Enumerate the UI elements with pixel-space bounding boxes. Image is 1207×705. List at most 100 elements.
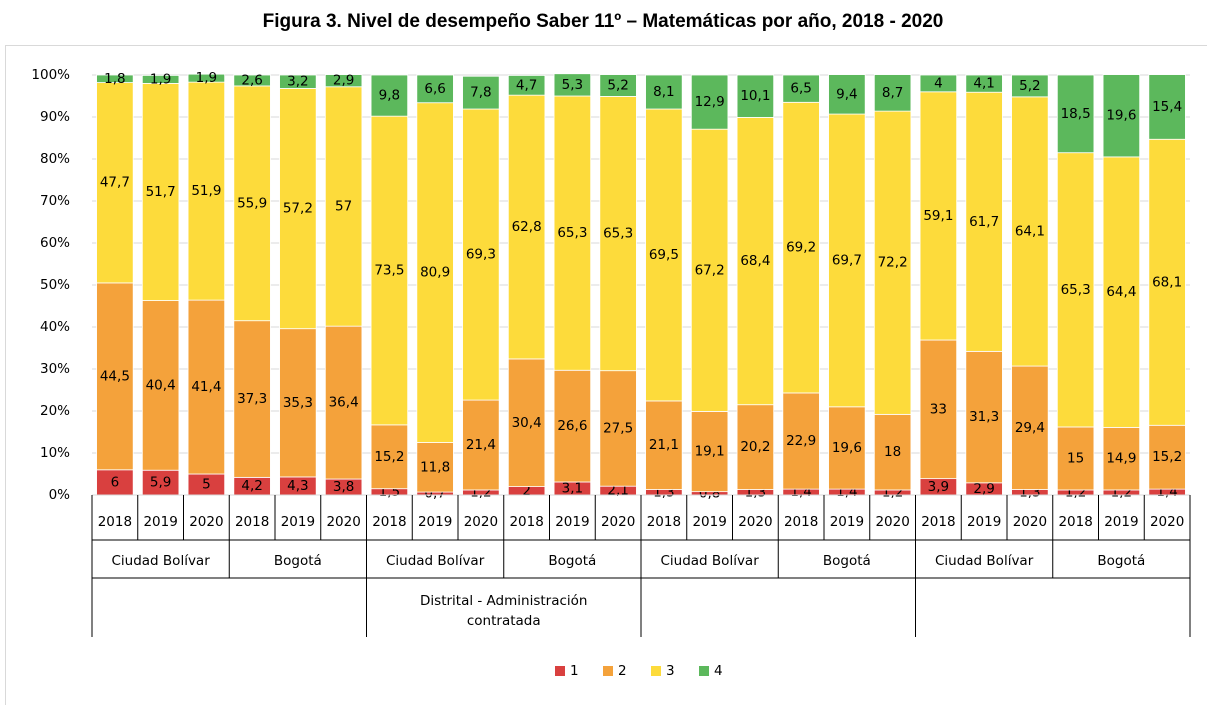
legend-swatch: [699, 666, 709, 676]
data-label: 51,9: [191, 183, 221, 199]
group-label: Distrital - Administración contratada: [420, 593, 587, 629]
x-tick-label: 2020: [1150, 514, 1184, 530]
bar-segment: [279, 74, 317, 89]
data-label: 65,3: [603, 226, 633, 242]
y-tick-label: 30%: [40, 361, 70, 377]
data-label: 4: [934, 75, 943, 91]
data-label: 57: [335, 198, 352, 214]
bar-segment: [1056, 152, 1095, 428]
data-label: 68,1: [1152, 274, 1182, 290]
legend-label: 4: [714, 663, 723, 679]
x-tick-label: 2018: [784, 514, 818, 530]
bar-segment: [1056, 74, 1095, 154]
bar-segment: [1148, 424, 1186, 490]
data-label: 2: [522, 483, 531, 499]
bar-segment: [187, 73, 226, 83]
bar-segment: [462, 399, 500, 491]
data-label: 3,1: [562, 480, 583, 496]
bar-segment: [416, 102, 454, 443]
x-tick-label: 2019: [692, 514, 726, 530]
bar-segment: [645, 108, 683, 402]
data-label: 62,8: [512, 219, 542, 235]
data-label: 73,5: [374, 263, 404, 279]
data-label: 61,7: [969, 214, 999, 230]
data-label: 59,1: [923, 208, 953, 224]
bar-segment: [370, 115, 409, 426]
data-label: 65,3: [557, 225, 587, 241]
bar-segment: [690, 128, 729, 412]
bar-segment: [462, 75, 500, 110]
bar-segment: [141, 300, 180, 471]
data-label: 22,9: [786, 433, 816, 449]
data-label: 9,8: [379, 88, 400, 104]
bar-segment: [370, 74, 409, 117]
bar-segment: [873, 74, 912, 112]
data-label: 12,9: [695, 94, 725, 110]
y-tick-label: 70%: [40, 193, 70, 209]
data-label: 15,4: [1152, 99, 1182, 115]
y-tick-label: 90%: [40, 109, 70, 125]
data-label: 6,6: [424, 81, 445, 97]
x-tick-label: 2018: [921, 514, 955, 530]
data-label: 1,9: [150, 71, 171, 87]
data-label: 15: [1067, 450, 1084, 466]
data-label: 57,2: [283, 201, 313, 217]
data-label: 72,2: [878, 255, 908, 271]
data-label: 27,5: [603, 420, 633, 436]
x-tick-label: 2020: [326, 514, 360, 530]
bar-segment: [1056, 426, 1095, 491]
data-label: 69,2: [786, 240, 816, 256]
legend-swatch: [603, 666, 613, 676]
bar-segment: [919, 91, 958, 341]
bar-segment: [370, 424, 409, 490]
bar-segment: [1148, 74, 1186, 140]
x-tick-label: 2020: [464, 514, 498, 530]
x-tick-label: 2019: [555, 514, 589, 530]
data-label: 31,3: [969, 409, 999, 425]
data-label: 67,2: [695, 262, 725, 278]
bar-segment: [553, 369, 592, 483]
data-label: 37,3: [237, 391, 267, 407]
x-tick-label: 2019: [1104, 514, 1138, 530]
bar-segment: [1011, 96, 1049, 367]
bar-segment: [873, 110, 912, 415]
data-label: 55,9: [237, 195, 267, 211]
bar-segment: [416, 74, 454, 104]
x-tick-label: 2018: [235, 514, 269, 530]
bar-segment: [828, 113, 866, 408]
data-label: 4,7: [516, 77, 537, 93]
data-label: 69,3: [466, 247, 496, 263]
data-label: 20,2: [740, 439, 770, 455]
legend-label: 3: [666, 663, 675, 679]
data-label: 19,6: [832, 440, 862, 456]
bar-segment: [736, 117, 775, 406]
y-tick-label: 80%: [40, 151, 70, 167]
bar-segment: [919, 339, 958, 480]
bar-segment: [553, 73, 592, 97]
data-label: 4,2: [241, 478, 262, 494]
bar-segment: [873, 413, 912, 491]
bar-segment: [690, 411, 729, 493]
subgroup-label: Ciudad Bolívar: [935, 553, 1034, 569]
x-tick-label: 2019: [281, 514, 315, 530]
bar-segment: [507, 75, 546, 96]
data-label: 6: [111, 474, 120, 490]
bar-segment: [324, 325, 363, 480]
data-label: 6,5: [790, 81, 811, 97]
y-tick-label: 10%: [40, 445, 70, 461]
data-label: 2,9: [333, 73, 354, 89]
data-label: 68,4: [740, 253, 770, 269]
data-label: 1,8: [104, 71, 125, 87]
data-label: 35,3: [283, 395, 313, 411]
chart-title: Figura 3. Nivel de desempeño Saber 11º –…: [263, 11, 944, 32]
subgroup-label: Ciudad Bolívar: [660, 553, 759, 569]
bar-segment: [645, 74, 683, 110]
bar-segment: [96, 74, 134, 83]
subgroup-label: Ciudad Bolívar: [111, 553, 210, 569]
data-label: 1,9: [196, 70, 217, 86]
bar-segment: [1011, 74, 1049, 98]
y-tick-label: 40%: [40, 319, 70, 335]
data-label: 36,4: [329, 395, 359, 411]
bar-segment: [279, 88, 317, 330]
bar-segment: [645, 400, 683, 490]
